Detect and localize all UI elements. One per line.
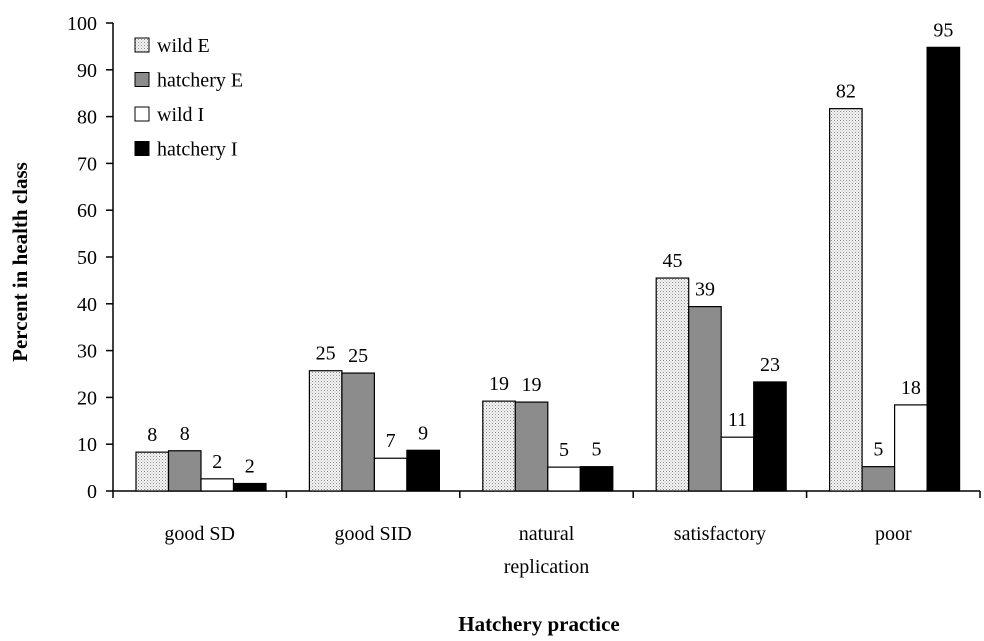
y-tick-label: 20 — [77, 387, 97, 409]
bar — [861, 466, 896, 492]
legend-swatch — [134, 106, 150, 122]
data-label: 95 — [933, 19, 953, 41]
data-label: 2 — [212, 451, 222, 473]
data-label: 11 — [728, 409, 747, 431]
data-label: 18 — [901, 377, 921, 399]
y-tick-label: 90 — [77, 60, 97, 82]
bar — [373, 457, 408, 492]
data-label: 19 — [522, 374, 542, 396]
x-axis-title: Hatchery practice — [458, 612, 620, 636]
y-tick-label: 10 — [77, 434, 97, 456]
y-tick-label: 50 — [77, 247, 97, 269]
bar — [720, 436, 755, 492]
category-label: poor — [875, 523, 912, 545]
bar — [828, 108, 863, 492]
legend-swatch — [134, 141, 150, 156]
bar — [167, 450, 202, 492]
data-label: 25 — [348, 345, 368, 367]
bar — [688, 306, 722, 492]
bar — [547, 466, 581, 492]
legend-swatch — [134, 37, 150, 53]
data-label: 8 — [180, 423, 190, 445]
bar — [514, 401, 549, 492]
bars — [135, 46, 961, 492]
legend-label: hatchery E — [157, 70, 243, 92]
data-label: 9 — [418, 422, 428, 444]
bar — [341, 372, 375, 492]
data-label: 23 — [760, 354, 780, 376]
y-tick-label: 30 — [77, 341, 97, 363]
bar — [893, 404, 928, 492]
y-tick-label: 60 — [77, 200, 97, 222]
legend: wild E hatchery E wild I hatchery I — [134, 35, 243, 161]
y-axis-title: Percent in health class — [8, 162, 32, 362]
category-label: good SD — [164, 523, 235, 545]
y-tick-label: 100 — [67, 13, 97, 35]
data-label: 8 — [147, 424, 157, 446]
legend-swatch — [134, 72, 150, 87]
data-label: 39 — [695, 279, 715, 301]
axes: 0 10 20 30 40 50 60 70 80 90 100 good SD good SID nat… — [67, 13, 981, 578]
legend-label: hatchery I — [157, 139, 238, 161]
bar — [308, 370, 343, 492]
bar — [200, 478, 235, 492]
category-label: good SID — [334, 523, 411, 545]
bar — [135, 451, 170, 492]
legend-label: wild E — [157, 35, 210, 57]
bar — [579, 466, 614, 492]
bar — [482, 400, 516, 492]
bar — [232, 482, 267, 492]
y-tick-label: 40 — [77, 294, 97, 316]
data-label: 2 — [245, 456, 255, 478]
category-label: natural — [519, 523, 575, 545]
legend-label: wild I — [157, 104, 204, 126]
bar — [655, 277, 690, 492]
data-label: 7 — [386, 430, 396, 452]
data-label: 19 — [489, 373, 509, 395]
category-label: satisfactory — [674, 523, 766, 545]
data-label: 45 — [662, 250, 682, 272]
data-label: 5 — [592, 439, 602, 461]
y-tick-label: 0 — [87, 481, 97, 503]
data-label: 82 — [836, 81, 856, 103]
bar — [406, 449, 440, 492]
data-label: 5 — [873, 439, 883, 461]
category-label: replication — [504, 556, 590, 578]
y-tick-label: 80 — [77, 107, 97, 129]
data-label: 5 — [559, 439, 569, 461]
data-label: 25 — [316, 343, 336, 365]
bar — [753, 381, 787, 492]
bar — [926, 46, 961, 492]
y-tick-label: 70 — [77, 153, 97, 175]
